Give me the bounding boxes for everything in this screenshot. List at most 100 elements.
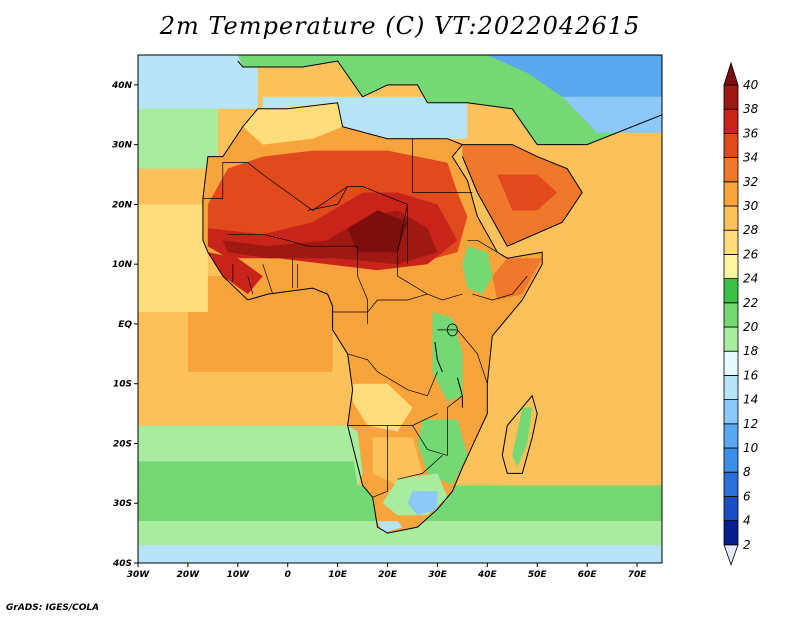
colorbar-label: 10 (743, 441, 759, 455)
kalahari (372, 437, 423, 486)
colorbar-label: 36 (743, 126, 759, 140)
colorbar-cell (723, 471, 739, 497)
lon-tick-label: 60E (578, 570, 598, 580)
sahel-extreme (347, 210, 408, 253)
colorbar-cell (723, 374, 739, 400)
colorbar-label: 24 (743, 272, 758, 286)
lake-tanganyika (434, 341, 443, 372)
colorbar-cell (723, 181, 739, 207)
south-atlantic-green2 (138, 461, 358, 486)
country-border (332, 293, 463, 313)
country-border (347, 353, 438, 397)
colorbar-label: 8 (743, 465, 751, 479)
colorbar-cell (723, 132, 739, 158)
colorbar-label: 32 (743, 175, 758, 189)
angola-warm (352, 383, 413, 432)
lon-tick-label: 70E (628, 570, 648, 580)
maghreb-cool (242, 102, 343, 145)
colorbar-label: 26 (743, 247, 759, 261)
lon-tick-label: 30E (428, 570, 448, 580)
colorbar-cell (723, 108, 739, 134)
drakensberg-cold (407, 491, 438, 516)
colorbar-cell (723, 302, 739, 328)
madagascar-highlands (512, 407, 533, 468)
lon-tick-label: 30W (127, 570, 151, 580)
colorbar-label: 6 (743, 489, 751, 503)
colorbar-label: 18 (743, 344, 759, 358)
arabia-coastline (461, 144, 583, 247)
colorbar-cell (723, 278, 739, 304)
colorbar-cell (723, 399, 739, 425)
madagascar-coastline (501, 394, 538, 474)
colorbar-label: 14 (743, 393, 758, 407)
lat-tick-label: 30N (112, 141, 133, 151)
colorbar-label: 30 (743, 199, 759, 213)
africa-coastline (202, 102, 543, 534)
colorbar-label: 38 (743, 102, 759, 116)
colorbar-cell (723, 350, 739, 376)
lat-tick-label: 30S (113, 499, 132, 509)
grads-credit: GrADS: IGES/COLA (6, 603, 100, 613)
colorbar-label: 2 (743, 538, 751, 552)
country-border (227, 233, 358, 247)
country-border (262, 264, 274, 295)
colorbar-cell (723, 423, 739, 449)
country-border (412, 425, 448, 456)
atlantic-temperate (138, 55, 258, 109)
far-south-band (138, 545, 662, 563)
iran-cold (562, 96, 662, 133)
colorbar-label: 40 (743, 78, 759, 92)
lon-tick-label: 50E (528, 570, 548, 580)
colorbar-cell (723, 326, 739, 352)
lat-tick-label: 40N (111, 81, 133, 91)
colorbar-cell (723, 495, 739, 521)
country-border (247, 276, 254, 295)
country-border (437, 329, 488, 384)
colorbar-cell (723, 253, 739, 279)
colorbar-label: 34 (743, 151, 758, 165)
central-africa (332, 288, 458, 372)
map-title: 2m Temperature (C) VT:2022042615 (159, 12, 641, 40)
map-fields (138, 55, 662, 563)
colorbar-label: 28 (743, 223, 759, 237)
country-border (397, 204, 428, 295)
lon-tick-label: 20E (378, 570, 398, 580)
lat-tick-label: 10S (113, 380, 132, 390)
colorbar-cell (723, 447, 739, 473)
europe-coastline (237, 60, 662, 146)
lat-tick-label: 20S (113, 439, 132, 449)
colorbar-label: 16 (743, 368, 759, 382)
somalia-warm (492, 258, 543, 300)
country-border (247, 162, 363, 211)
colorbar-cell (723, 157, 739, 183)
colorbar-cell (723, 520, 739, 546)
ethiopia-cool (462, 246, 493, 295)
lat-tick-label: 10N (112, 260, 133, 270)
caucasus-cold (487, 55, 662, 97)
colorbar-label: 22 (743, 296, 758, 310)
colorbar-cell (723, 205, 739, 231)
country-border (397, 455, 443, 480)
colorbar-cell (723, 229, 739, 255)
west-coast-hot (207, 252, 263, 295)
southern-highlands (417, 419, 468, 486)
arabia-hot (497, 174, 558, 211)
colorbar-label: 12 (743, 417, 758, 431)
lon-tick-label: 10W (227, 570, 251, 580)
country-border (467, 239, 498, 253)
colorbar-lower-arrow (723, 544, 739, 567)
country-border (412, 138, 473, 193)
country-border (372, 425, 388, 498)
colorbar-label: 20 (743, 320, 759, 334)
colorbar-label: 4 (743, 514, 751, 528)
lon-tick-label: 10E (328, 570, 348, 580)
lat-tick-label: 40S (112, 559, 132, 569)
country-border (472, 275, 528, 301)
lat-tick-label: EQ (118, 320, 132, 330)
lat-tick-label: 20N (112, 200, 133, 210)
east-atlantic-warm (138, 204, 208, 312)
colorbar-cell (723, 84, 739, 110)
colorbar-upper-arrow (723, 61, 739, 86)
country-border (447, 395, 463, 456)
